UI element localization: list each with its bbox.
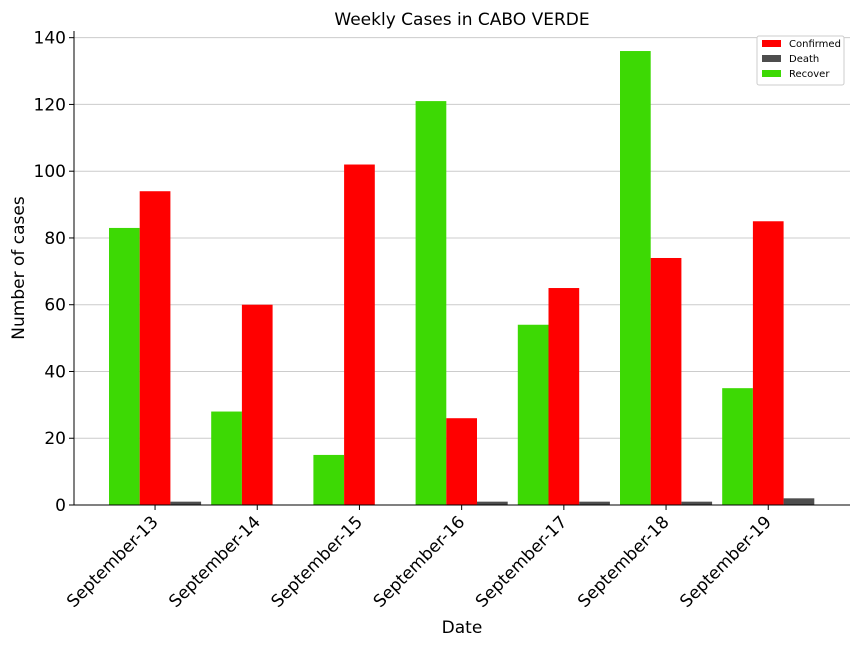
bar-confirmed [344, 164, 375, 505]
bar-recover [211, 411, 242, 505]
legend-swatch-death [762, 55, 781, 62]
bar-recover [313, 454, 345, 505]
grid-lines [74, 37, 850, 439]
legend-label-confirmed: Confirmed [789, 39, 841, 50]
y-axis-label: Number of cases [9, 196, 29, 340]
bar-confirmed [650, 257, 682, 505]
bars [109, 51, 815, 506]
bar-confirmed [752, 221, 784, 505]
bar-death [681, 501, 713, 505]
bar-confirmed [446, 418, 477, 505]
x-tick-label: September-19 [676, 512, 775, 611]
bar-recover [415, 101, 447, 505]
bar-death [783, 498, 815, 505]
y-tick-label: 140 [34, 29, 66, 49]
x-axis-label: Date [442, 618, 483, 638]
bar-death [579, 501, 610, 505]
x-tick-label: September-16 [370, 512, 469, 611]
bar-recover [620, 51, 651, 505]
legend-label-death: Death [789, 54, 819, 65]
legend-swatch-confirmed [762, 40, 781, 47]
bar-confirmed [548, 288, 580, 505]
x-tick-label: September-15 [268, 512, 367, 611]
x-tick-label: September-14 [165, 512, 264, 611]
bar-death [477, 501, 508, 505]
x-tick-label: September-18 [574, 512, 673, 611]
x-ticks: September-13 September-14 September-15 Sept… [63, 505, 776, 612]
legend-label-recover: Recover [789, 69, 830, 80]
x-tick-label: September-13 [63, 512, 162, 611]
chart-title: Weekly Cases in CABO VERDE [334, 10, 589, 30]
y-tick-label: 80 [44, 229, 66, 249]
y-ticks: 0 20 40 60 80 100 120 140 [34, 29, 74, 516]
y-tick-label: 0 [55, 496, 66, 516]
bar-confirmed [241, 304, 273, 505]
legend-swatch-recover [762, 70, 781, 77]
y-tick-label: 40 [44, 362, 66, 382]
bar-recover [109, 227, 140, 505]
y-tick-label: 20 [44, 429, 66, 449]
bar-recover [722, 388, 753, 505]
y-tick-label: 60 [44, 296, 66, 316]
bar-death [170, 501, 202, 505]
bar-confirmed [139, 191, 171, 506]
y-tick-label: 100 [34, 162, 66, 182]
x-tick-label: September-17 [472, 512, 571, 611]
y-tick-label: 120 [34, 95, 66, 115]
legend: Confirmed Death Recover [756, 35, 845, 86]
bar-recover [517, 324, 549, 505]
